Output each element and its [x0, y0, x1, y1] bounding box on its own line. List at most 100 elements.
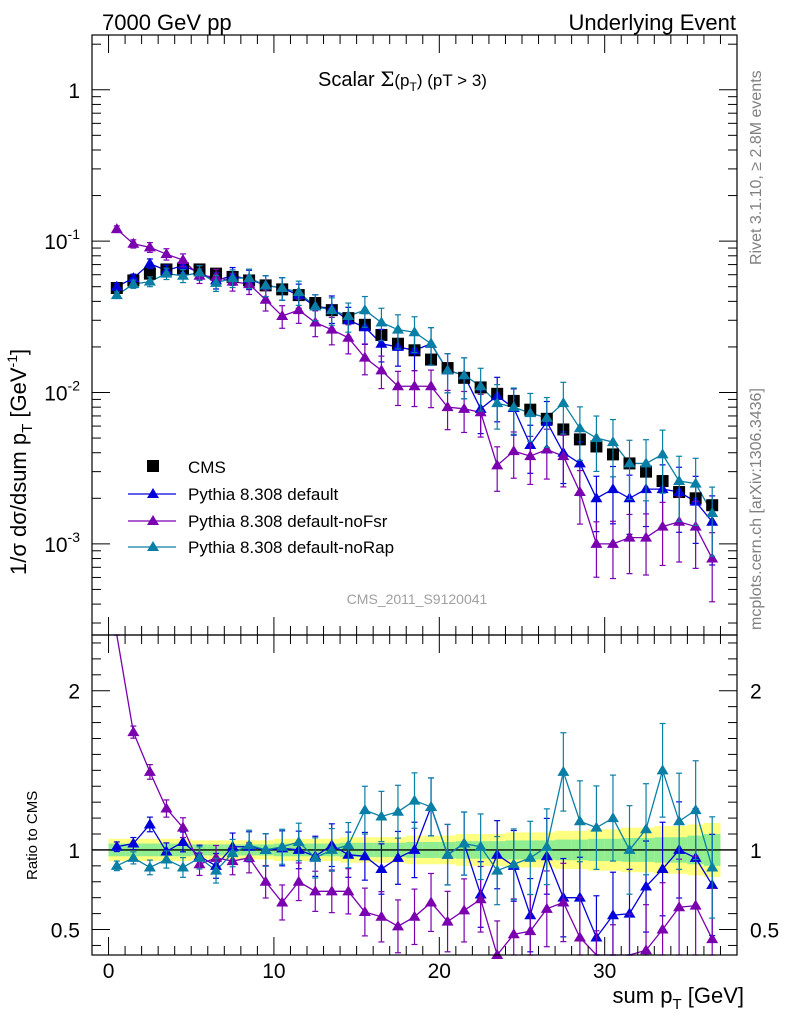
legend-entry-norap: Pythia 8.308 default-noRap: [128, 538, 394, 557]
ratio-point-0: [143, 818, 156, 829]
mc-point-3: [640, 457, 653, 468]
ratio-xlabel: sum pT [GeV]: [613, 983, 744, 1013]
ratio-point-2: [474, 840, 487, 851]
ratio-point-0: [391, 851, 404, 862]
ratio-xtick-label: 30: [593, 960, 616, 983]
mc-point-3: [243, 272, 256, 283]
ratio-point-1: [441, 915, 454, 926]
mc-point-2: [623, 531, 636, 542]
main-ytick-label: 10-3: [44, 529, 80, 557]
mc-point-2: [640, 531, 653, 542]
mc-point-3: [226, 272, 239, 283]
ratio-ytick-label-right: 1: [750, 840, 762, 863]
mc-point-3: [193, 266, 206, 277]
ratio-point-0: [375, 863, 388, 874]
ratio-point-0: [408, 843, 421, 854]
mc-point-2: [507, 445, 520, 456]
mc-point-2: [160, 248, 173, 259]
mc-point-3: [458, 369, 471, 380]
ratio-point-1: [706, 933, 719, 944]
mc-point-3: [706, 506, 719, 517]
ratio-point-1: [689, 899, 702, 910]
mc-point-2: [358, 351, 371, 362]
ratio-point-1: [309, 885, 322, 896]
mc-point-1: [110, 280, 123, 291]
mc-point-3: [425, 337, 438, 348]
ratio-point-2: [557, 765, 570, 776]
ratio-point-1: [358, 906, 371, 917]
mc-point-2: [573, 486, 586, 497]
ratio-point-2: [325, 843, 338, 854]
mc-point-2: [342, 331, 355, 342]
ratio-point-1: [425, 896, 438, 907]
ratio-point-1: [673, 901, 686, 912]
ratio-point-1: [491, 949, 504, 959]
mc-point-2: [375, 364, 388, 375]
mc-point-2: [590, 537, 603, 548]
ratio-point-2: [309, 851, 322, 862]
mc-point-3: [292, 286, 305, 297]
ratio-ytick-label-right: 0.5: [750, 920, 779, 943]
mc-point-3: [606, 436, 619, 447]
mc-point-3: [656, 448, 669, 459]
mc-point-2: [325, 323, 338, 334]
mc-point-3: [110, 289, 123, 300]
mc-point-1: [590, 492, 603, 503]
legend-marker-default: [147, 488, 159, 498]
mc-point-2: [259, 293, 272, 304]
ratio-point-2: [342, 839, 355, 850]
ratio-point-0: [127, 837, 140, 848]
ratio-point-1: [573, 931, 586, 942]
mc-point-3: [210, 276, 223, 287]
mc-point-3: [127, 278, 140, 289]
legend-label-default: Pythia 8.308 default: [188, 485, 339, 504]
header-left: 7000 GeV pp: [102, 10, 232, 35]
ratio-point-2: [706, 861, 719, 872]
ratio-point-1: [176, 821, 189, 832]
mc-point-3: [176, 269, 189, 280]
ratio-point-2: [375, 810, 388, 821]
mc-point-3: [623, 457, 636, 468]
mc-point-2: [491, 459, 504, 470]
ratio-point-1: [640, 944, 653, 955]
ratio-ylabel: Ratio to CMS: [24, 791, 41, 880]
main-ytick-label: 10-1: [44, 226, 80, 254]
ratio-point-2: [193, 851, 206, 862]
ratio-point-2: [458, 837, 471, 848]
mc-point-3: [342, 310, 355, 321]
mc-point-3: [524, 407, 537, 418]
mc-point-2: [408, 380, 421, 391]
ratio-point-2: [143, 861, 156, 872]
mc-point-3: [276, 282, 289, 293]
ratio-point-1: [540, 902, 553, 913]
mc-point-3: [143, 275, 156, 286]
ratio-point-2: [640, 823, 653, 834]
legend-entry-cms: CMS: [147, 458, 226, 477]
ratio-point-1: [325, 885, 338, 896]
mcplots-label: mcplots.cern.ch [arXiv:1306.3436]: [748, 388, 765, 630]
ratio-ytick-label: 0.5: [51, 920, 80, 943]
legend-label-norap: Pythia 8.308 default-noRap: [188, 538, 394, 557]
ratio-ytick-label-right: 2: [750, 681, 762, 704]
ratio-point-2: [210, 864, 223, 875]
legend-entry-nofsr: Pythia 8.308 default-noFsr: [128, 512, 388, 531]
mc-point-1: [606, 483, 619, 494]
mc-point-3: [491, 397, 504, 408]
legend-label-nofsr: Pythia 8.308 default-noFsr: [188, 512, 388, 531]
ratio-point-1: [557, 896, 570, 907]
ratio-point-2: [689, 804, 702, 815]
ratio-point-0: [656, 863, 669, 874]
mc-point-2: [110, 223, 123, 234]
ratio-point-2: [656, 764, 669, 775]
ratio-ytick-label: 1: [68, 840, 80, 863]
main-marks: [110, 223, 719, 603]
ratio-point-2: [127, 851, 140, 862]
mc-point-2: [656, 520, 669, 531]
mc-point-3: [408, 326, 421, 337]
ratio-point-2: [292, 835, 305, 846]
main-ytick-label: 1: [68, 80, 80, 103]
main-ticks: 10-3 10-2 10-1 1: [44, 35, 737, 635]
mc-point-1: [573, 457, 586, 468]
ratio-point-2: [160, 853, 173, 864]
mc-point-1: [143, 257, 156, 268]
